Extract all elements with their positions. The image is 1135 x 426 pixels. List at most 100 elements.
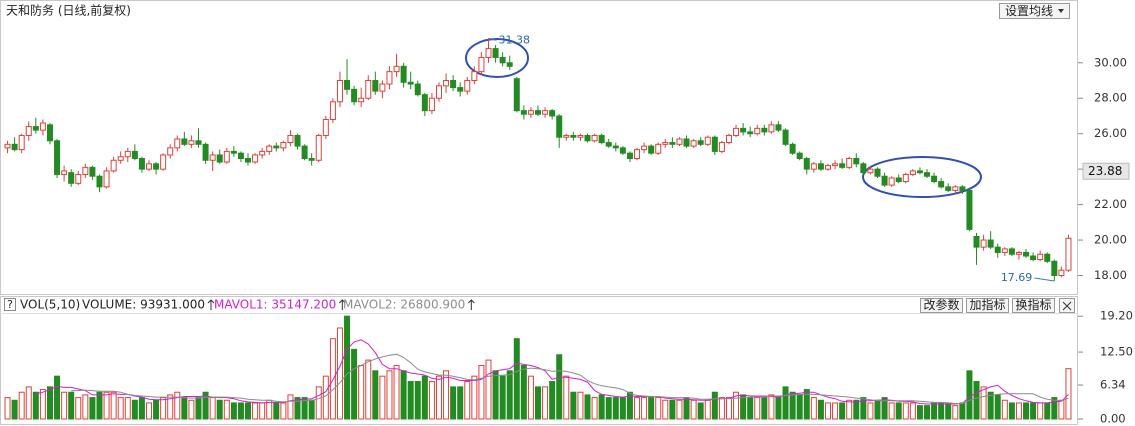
candle-body — [888, 177, 895, 186]
candle-body — [379, 83, 386, 92]
volume-bar — [506, 370, 513, 420]
candle-body — [626, 152, 633, 160]
candle-body — [181, 138, 188, 145]
volume-bar — [1044, 402, 1051, 420]
volume-bar — [485, 359, 492, 420]
candle-body — [1001, 248, 1008, 253]
candle-body — [704, 136, 711, 145]
candle-body — [945, 186, 952, 191]
volume-bar — [959, 402, 966, 420]
volume-bar — [336, 327, 343, 420]
legend-entry: VOLUME: 93931.000 — [82, 298, 205, 312]
candle-body — [499, 56, 506, 64]
candle-body — [485, 48, 492, 58]
candle-body — [740, 127, 747, 133]
volume-bar — [513, 338, 520, 420]
candle-body — [768, 124, 775, 133]
volume-bar — [747, 397, 754, 420]
candle-body — [895, 177, 902, 183]
candle-body — [336, 80, 343, 103]
candle-body — [655, 143, 662, 154]
volume-bar — [287, 394, 294, 420]
indicator-button-label[interactable]: 改参数 — [923, 297, 959, 312]
volume-bar — [273, 402, 280, 420]
candle-body — [542, 110, 549, 115]
indicator-buttons: 改参数 加指标 换指标 — [920, 297, 1055, 313]
volume-bar — [895, 402, 902, 420]
candle-body — [952, 186, 959, 191]
volume-bar — [761, 397, 768, 420]
volume-bar — [846, 399, 853, 420]
volume-title: VOL(5,10) — [20, 298, 80, 312]
volume-bar — [556, 354, 563, 420]
indicator-button[interactable] — [1012, 298, 1055, 313]
candle-body — [393, 65, 400, 73]
candle-body — [520, 110, 527, 115]
volume-bar — [294, 397, 301, 420]
price-panel — [0, 0, 1078, 295]
volume-bar — [1015, 402, 1022, 420]
volume-bar — [301, 397, 308, 420]
indicator-button[interactable] — [920, 298, 963, 313]
chart-title: 天和防务 (日线,前复权) — [6, 3, 131, 18]
candle-body — [1037, 253, 1044, 261]
help-icon[interactable] — [4, 298, 16, 311]
volume-bar — [280, 402, 287, 420]
candle-body — [329, 101, 336, 120]
indicator-button-label[interactable]: 加指标 — [969, 297, 1005, 312]
volume-bar — [11, 399, 18, 420]
annotation-label: 31.38 — [498, 33, 530, 46]
ma-setting-button[interactable] — [999, 3, 1070, 19]
candle-body — [683, 138, 690, 147]
volume-bar — [619, 397, 626, 420]
volume-bar — [987, 391, 994, 420]
y-tick-label: 19.20 — [1100, 309, 1133, 323]
volume-bar — [386, 370, 393, 420]
candle-body — [259, 150, 266, 156]
candle-body — [294, 134, 301, 147]
candle-body — [662, 142, 669, 145]
ma-setting-label[interactable]: 设置均线 — [1005, 4, 1053, 18]
candle-body — [747, 131, 754, 135]
volume-bar — [478, 364, 485, 420]
close-icon[interactable] — [1062, 301, 1072, 311]
help-label[interactable]: ? — [7, 298, 13, 311]
volume-bar — [131, 399, 138, 420]
candle-body — [527, 110, 534, 115]
volume-bar — [322, 375, 329, 420]
candle-body — [68, 172, 75, 184]
volume-bar — [365, 359, 372, 420]
volume-bar — [82, 394, 89, 420]
volume-bar — [754, 397, 761, 420]
volume-bar — [46, 386, 53, 420]
indicator-button[interactable] — [966, 298, 1009, 313]
volume-bar — [471, 375, 478, 420]
volume-bar — [209, 397, 216, 420]
candle-body — [648, 145, 655, 154]
indicator-button-label[interactable]: 换指标 — [1015, 297, 1051, 312]
volume-bar — [725, 397, 732, 420]
candle-body — [301, 145, 308, 160]
volume-bar — [994, 394, 1001, 420]
volume-bar — [145, 402, 152, 420]
candle-body — [315, 134, 322, 161]
volume-bar — [655, 397, 662, 420]
candle-body — [435, 85, 442, 99]
volume-bar — [379, 375, 386, 420]
candle-body — [860, 163, 867, 174]
volume-bar — [796, 394, 803, 420]
candle-body — [237, 152, 244, 160]
volume-bar — [952, 405, 959, 420]
volume-bar — [259, 402, 266, 420]
dropdown-icon[interactable] — [1058, 9, 1064, 13]
candle-body — [195, 140, 202, 145]
volume-bar — [634, 397, 641, 420]
candle-body — [287, 134, 294, 144]
volume-bar — [669, 399, 676, 420]
candle-body — [839, 163, 846, 168]
legend-arrow — [338, 299, 346, 310]
volume-bar — [563, 375, 570, 420]
candle-body — [32, 126, 39, 131]
volume-bar — [782, 386, 789, 420]
